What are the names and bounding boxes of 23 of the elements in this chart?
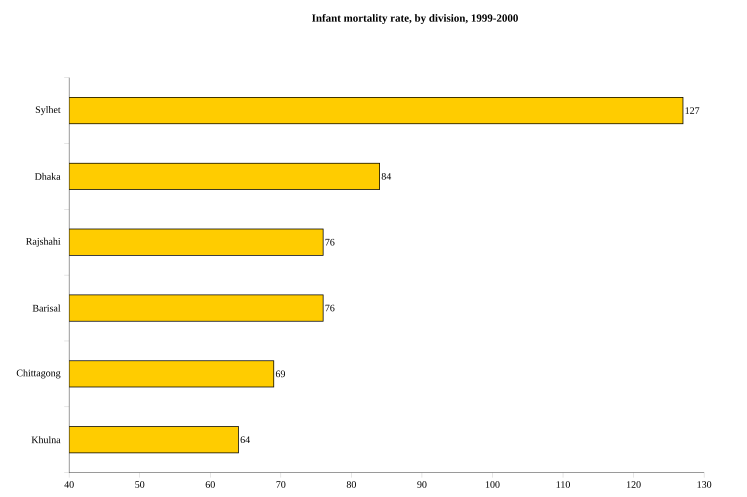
x-tick-label: 100 xyxy=(486,481,500,488)
data-label: 64 xyxy=(240,436,250,444)
x-tick-label: 110 xyxy=(556,481,570,488)
y-tick-label: Sylhet xyxy=(36,106,61,116)
y-tick-label: Barisal xyxy=(32,304,60,312)
x-tick-label: 40 xyxy=(64,481,74,488)
y-tick-label: Khulna xyxy=(32,436,60,444)
x-tick-label: 130 xyxy=(698,481,712,488)
x-tick-label: 60 xyxy=(206,481,215,488)
x-tick-label: 80 xyxy=(346,481,356,488)
y-tick-label: Rajshahi xyxy=(26,238,60,247)
y-tick-label: Dhaka xyxy=(34,172,60,180)
data-label: 84 xyxy=(382,173,392,180)
data-label: 76 xyxy=(326,238,335,246)
y-tick-label: Chittagong xyxy=(16,369,60,378)
x-tick-label: 90 xyxy=(417,481,427,488)
x-tick-label: 120 xyxy=(626,481,641,488)
data-label: 76 xyxy=(326,304,335,312)
x-tick-label: 70 xyxy=(276,481,286,488)
data-label: 127 xyxy=(686,107,700,114)
chart-title: Infant mortality rate, by division, 1999-2000 xyxy=(312,14,518,24)
x-tick-label: 50 xyxy=(135,481,144,488)
data-label: 69 xyxy=(276,370,286,378)
